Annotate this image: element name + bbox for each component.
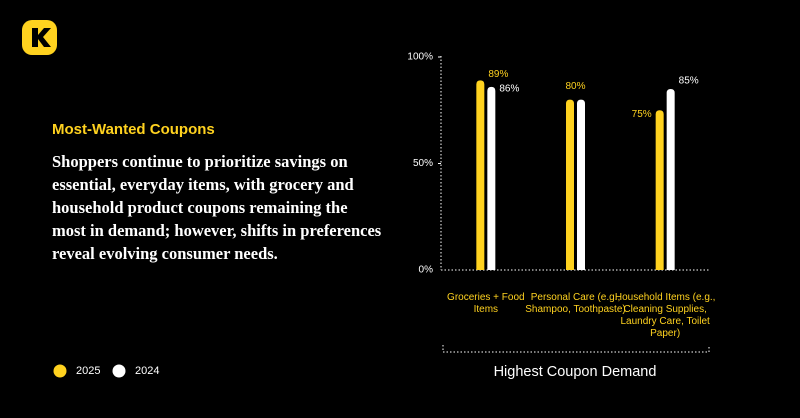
x-tick-label: Personal Care (e.g., Shampoo, Toothpaste… [525, 292, 626, 315]
value-label: 86% [499, 83, 519, 94]
x-tick-label: Household Items (e.g., Cleaning Supplies… [614, 292, 716, 339]
heading: Most-Wanted Coupons [52, 121, 215, 138]
bar [487, 86, 496, 270]
value-label: 85% [679, 76, 699, 87]
y-tick-label: 0% [419, 265, 434, 276]
legend-label: 2024 [135, 365, 160, 377]
bar [577, 99, 585, 270]
x-tick-label: Groceries + Food Items [447, 292, 525, 315]
legend-label: 2025 [76, 365, 101, 377]
value-label: 75% [632, 109, 652, 120]
legend-swatch [53, 364, 67, 378]
body-text: Shoppers continue to prioritize savings … [52, 152, 382, 263]
x-axis-title: Highest Coupon Demand [493, 364, 657, 380]
logo-mark [32, 28, 51, 47]
value-label: 80% [565, 81, 585, 92]
y-tick-label: 50% [413, 158, 433, 169]
bar [476, 80, 485, 271]
bracket [442, 345, 710, 353]
bar [566, 99, 574, 270]
legend-swatch [112, 364, 126, 378]
bar [655, 110, 664, 270]
y-tick-label: 100% [407, 52, 433, 63]
bar [666, 88, 675, 270]
value-label: 89% [488, 69, 508, 80]
